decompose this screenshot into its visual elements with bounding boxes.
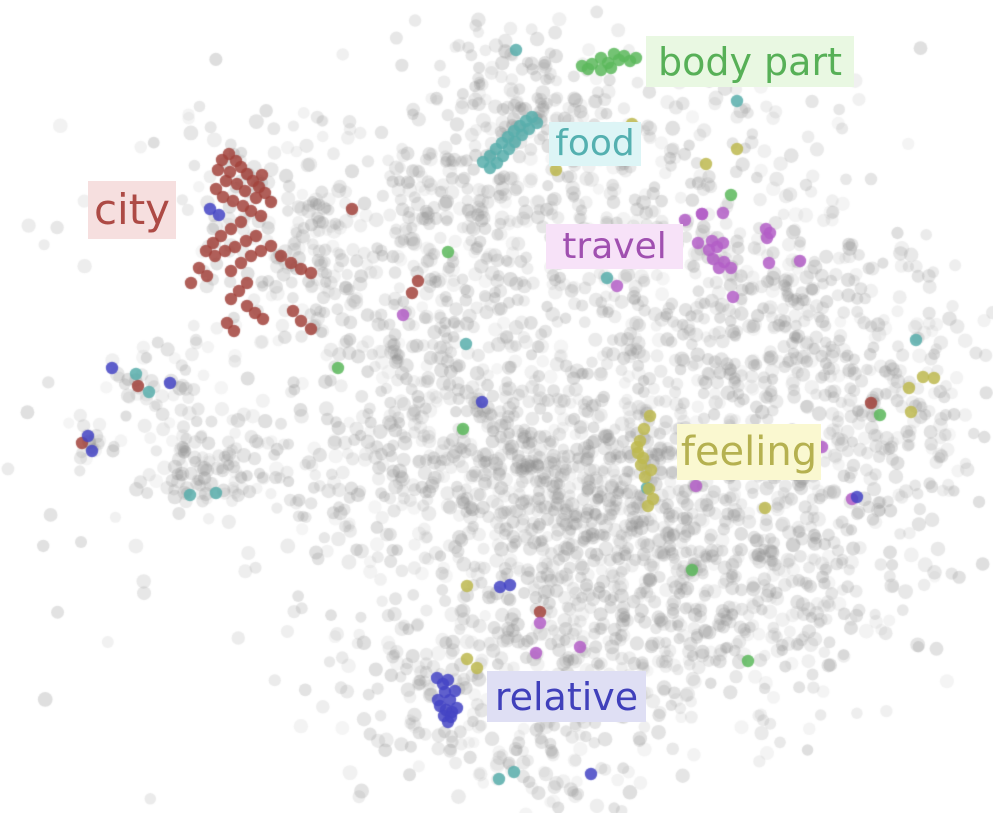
scatter-canvas [0,0,993,813]
tsne-plot: city food body part travel feeling relative [0,0,993,813]
